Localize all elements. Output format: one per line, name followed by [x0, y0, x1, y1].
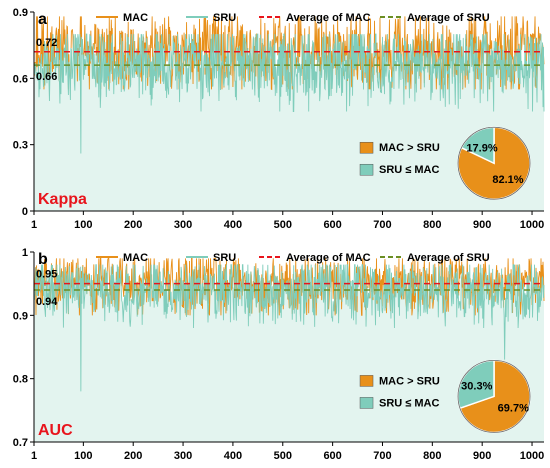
- pie-legend-label: MAC > SRU: [379, 375, 440, 387]
- x-tick-label: 200: [124, 219, 142, 231]
- x-tick-label: 100: [74, 219, 92, 231]
- legend-item-avg_mac: Average of MAC: [259, 252, 371, 264]
- mac-series-line: [33, 257, 545, 316]
- pie-legend-item-sru: SRU ≤ MAC: [359, 163, 440, 176]
- x-tick-label: 100: [74, 450, 92, 462]
- legend-label: SRU: [213, 252, 236, 264]
- pie-legend-swatch: [359, 397, 374, 409]
- y-tick-label: 0: [22, 206, 28, 218]
- x-tick-label: 600: [323, 450, 341, 462]
- legend-item-sru: SRU: [186, 252, 236, 264]
- pie-legend-swatch: [359, 141, 374, 154]
- legend-label: Average of MAC: [286, 12, 371, 24]
- pie-legend-item-mac: MAC > SRU: [359, 141, 440, 154]
- x-tick-label: 900: [473, 219, 491, 231]
- x-tick-label: 1000: [520, 450, 544, 462]
- legend-label: Average of SRU: [407, 252, 490, 264]
- x-tick-label: 400: [224, 450, 242, 462]
- y-tick-label: 0.9: [13, 310, 28, 322]
- pie-legend-item-mac: MAC > SRU: [359, 375, 440, 387]
- x-tick-label: 700: [373, 450, 391, 462]
- legend-label: SRU: [213, 12, 236, 24]
- x-tick-label: 800: [423, 450, 441, 462]
- y-tick-label: 0.8: [13, 374, 28, 386]
- pie-label-sru: 17.9%: [466, 142, 497, 154]
- pie-chart: 30.3% 69.7%: [457, 359, 531, 434]
- legend-item-avg_mac: Average of MAC: [259, 12, 371, 24]
- avg-mac-label: 0.95: [36, 269, 57, 281]
- pie-legend-swatch: [359, 163, 374, 176]
- y-tick-label: 0.3: [13, 140, 28, 152]
- pie-outline: [457, 359, 531, 433]
- x-tick-label: 1: [31, 450, 37, 462]
- x-tick-label: 600: [323, 219, 341, 231]
- sru-series-line: [33, 263, 545, 392]
- pie-legend-item-sru: SRU ≤ MAC: [359, 397, 440, 409]
- x-tick-label: 1: [31, 219, 37, 231]
- legend-label: MAC: [123, 252, 148, 264]
- x-tick-label: 500: [274, 219, 292, 231]
- pie-chart: 17.9% 82.1%: [457, 126, 531, 200]
- pie-label-mac: 69.7%: [498, 402, 529, 414]
- x-tick-label: 400: [224, 219, 242, 231]
- chart-panel-b: 0.95 0.94 0.7 0.8 0.9 1 1 100 200 300 400 500 600 700…: [13, 247, 545, 462]
- x-tick-label: 500: [274, 450, 292, 462]
- x-tick-label: 1000: [520, 219, 544, 231]
- pie-legend-label: SRU ≤ MAC: [379, 164, 439, 176]
- legend-item-avg_sru: Average of SRU: [380, 12, 490, 24]
- panel-letter: b: [38, 251, 48, 268]
- sru-area: [34, 264, 544, 442]
- x-tick-label: 800: [423, 219, 441, 231]
- metric-label: AUC: [38, 422, 73, 439]
- sru-series-line: [33, 33, 545, 154]
- x-tick-label: 900: [473, 450, 491, 462]
- metric-label: Kappa: [38, 191, 87, 208]
- pie-legend-label: SRU ≤ MAC: [379, 397, 439, 409]
- pie-legend-label: MAC > SRU: [379, 142, 440, 154]
- avg-mac-label: 0.72: [36, 37, 57, 49]
- legend-item-mac: MAC: [96, 252, 148, 264]
- panel-letter: a: [38, 11, 47, 28]
- x-tick-label: 300: [174, 219, 192, 231]
- pie-outline: [457, 126, 531, 200]
- pie-label-mac: 82.1%: [492, 174, 523, 186]
- legend-item-avg_sru: Average of SRU: [380, 252, 490, 264]
- pie-legend-swatch: [359, 375, 374, 387]
- legend-label: Average of SRU: [407, 12, 490, 24]
- avg-sru-label: 0.66: [36, 71, 57, 83]
- legend-label: MAC: [123, 12, 148, 24]
- avg-sru-label: 0.94: [36, 296, 58, 308]
- y-tick-label: 0.6: [13, 73, 28, 85]
- x-tick-label: 700: [373, 219, 391, 231]
- y-tick-label: 0.9: [13, 7, 28, 19]
- pie-label-sru: 30.3%: [461, 381, 492, 393]
- y-tick-label: 1: [22, 247, 28, 259]
- x-tick-label: 200: [124, 450, 142, 462]
- sru-area: [34, 34, 544, 211]
- legend-item-mac: MAC: [96, 12, 148, 24]
- legend-item-sru: SRU: [186, 12, 236, 24]
- x-tick-label: 300: [174, 450, 192, 462]
- chart-panel-a: 0.72 0.66 0 0.3 0.6 0.9 1 100 200 300 400 500 600 700…: [13, 7, 545, 231]
- legend-label: Average of MAC: [286, 252, 371, 264]
- y-tick-label: 0.7: [13, 437, 28, 449]
